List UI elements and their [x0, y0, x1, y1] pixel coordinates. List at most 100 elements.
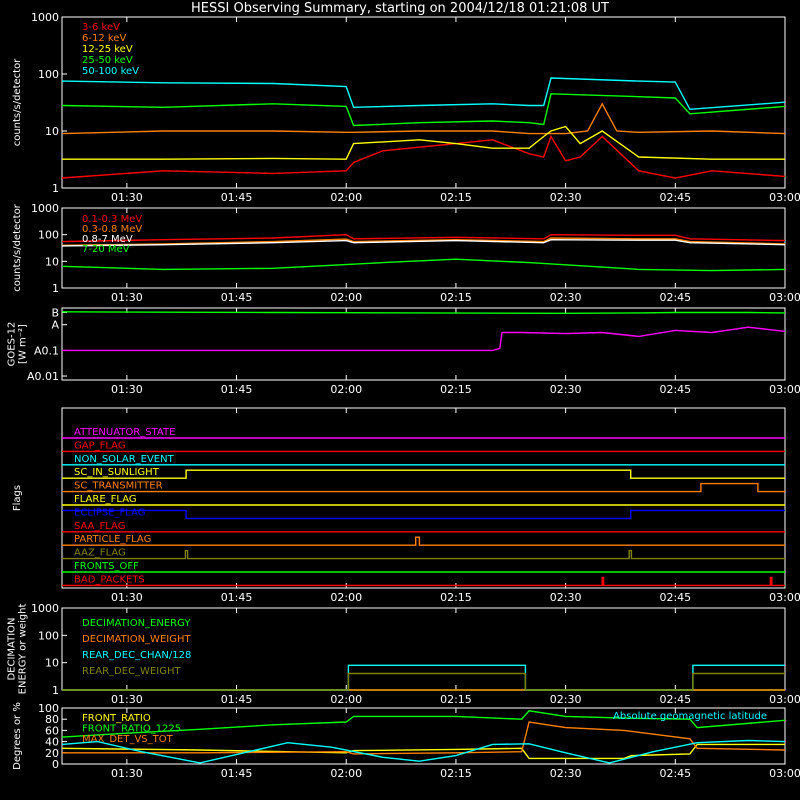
legend-label: FRONT_RATIO_1225 — [82, 724, 181, 735]
y-tick-label: 1000 — [31, 11, 59, 24]
panel-flags: 01:30 01:45 02:00 02:15 02:30 02:45 03:00 Flags… — [12, 407, 800, 604]
panel-frame — [61, 407, 786, 589]
panels: 01:30 01:45 02:00 02:15 02:30 02:45 03:0011010… — [7, 11, 800, 780]
series-line-0-3-0-8-mev — [61, 237, 786, 246]
legend-label: 25-50 keV — [82, 55, 133, 66]
series-line-absolute-geomagnetic-latitude — [61, 739, 786, 764]
series-line-goes-short — [62, 326, 786, 352]
series-line-eclipse-flag — [62, 509, 785, 520]
x-tick-label: 01:45 — [221, 693, 253, 706]
x-tick-label: 02:15 — [440, 591, 472, 604]
y-axis-label: Flags — [12, 485, 23, 511]
flag-label: SC_TRANSMITTER — [74, 481, 163, 492]
x-tick-label: 02:45 — [659, 383, 691, 396]
y-tick-label: 20 — [45, 747, 59, 760]
x-tick-label: 02:00 — [330, 591, 362, 604]
series-line-sc-transmitter — [62, 482, 785, 493]
legend-label: 6-12 keV — [82, 33, 126, 44]
x-tick-label: 02:00 — [330, 191, 362, 204]
x-tick-label: 02:00 — [330, 767, 362, 780]
x-tick-label: 02:15 — [440, 383, 472, 396]
x-tick-label: 02:00 — [330, 291, 362, 304]
y-tick-label: A0.01 — [27, 370, 59, 383]
panel-frame — [61, 207, 786, 289]
y-axis-label: GOES-12 — [7, 322, 18, 367]
x-tick-label: 02:15 — [440, 693, 472, 706]
x-tick-label: 03:00 — [769, 591, 800, 604]
flag-label: ATTENUATOR_STATE — [74, 427, 175, 438]
x-tick-label: 02:15 — [440, 191, 472, 204]
series-line-front-ratio-1225 — [61, 710, 786, 738]
flag-label: SC_IN_SUNLIGHT — [74, 467, 160, 478]
y-tick-label: 10 — [45, 255, 59, 268]
legend-label: 0.8-7 MeV — [82, 234, 133, 245]
flag-label: GAP_FLAG — [74, 440, 126, 451]
x-tick-label: 03:00 — [769, 767, 800, 780]
y-tick-label: 10 — [45, 657, 59, 670]
panel-ratio: 01:30 01:45 02:00 02:15 02:30 02:45 03:00 02040… — [12, 702, 800, 780]
x-tick-label: 02:30 — [550, 767, 582, 780]
x-tick-label: 02:45 — [659, 591, 691, 604]
legend-label: 12-25 keV — [82, 44, 133, 55]
series-line-aaz-flag — [62, 549, 785, 560]
legend-label: REAR_DEC_WEIGHT — [82, 666, 181, 677]
y-axis-label: DECIMATION — [7, 617, 18, 680]
x-tick-label: 02:30 — [550, 591, 582, 604]
x-tick-label: 01:30 — [111, 767, 143, 780]
legend-label: 50-100 keV — [82, 66, 139, 77]
y-tick-label: 1 — [52, 684, 59, 697]
x-tick-label: 02:30 — [550, 291, 582, 304]
panel-goes: 01:30 01:45 02:00 02:15 02:30 02:45 03:00 A0.01… — [7, 307, 800, 396]
flag-label: ECLIPSE_FLAG — [74, 507, 145, 518]
panel-frame — [61, 307, 786, 381]
y-tick-label: 1 — [52, 182, 59, 195]
x-tick-label: 01:45 — [221, 383, 253, 396]
x-tick-label: 01:45 — [221, 591, 253, 604]
y-tick-label: 10 — [45, 125, 59, 138]
legend-label: 7-20 MeV — [82, 244, 130, 255]
series-line-12-25-kev — [62, 125, 785, 160]
flag-label: BAD_PACKETS — [74, 574, 145, 585]
x-tick-label: 02:45 — [659, 693, 691, 706]
figure-title: HESSI Observing Summary, starting on 200… — [191, 1, 609, 16]
x-tick-label: 02:30 — [550, 693, 582, 706]
flag-label: AAZ_FLAG — [74, 548, 126, 559]
legend-label: DECIMATION_ENERGY — [82, 618, 191, 629]
x-tick-label: 01:45 — [221, 291, 253, 304]
x-tick-label: 01:30 — [111, 693, 143, 706]
y-axis-label: ENERGY or weight — [18, 604, 29, 695]
series-line-particle-flag — [62, 536, 785, 546]
legend-label: 0.1-0.3 MeV — [82, 214, 142, 225]
flag-label: PARTICLE_FLAG — [74, 534, 151, 545]
y-tick-label: 100 — [38, 629, 59, 642]
y-tick-label: 1000 — [31, 602, 59, 615]
panel-frame — [61, 16, 786, 189]
y-tick-label: A0.1 — [34, 344, 59, 357]
x-tick-label: 02:30 — [550, 383, 582, 396]
x-tick-label: 02:45 — [659, 291, 691, 304]
x-tick-label: 02:45 — [659, 767, 691, 780]
y-tick-label: 60 — [45, 724, 59, 737]
flag-label: NON_SOLAR_EVENT — [74, 454, 175, 465]
y-axis-label: [W m⁻²] — [18, 324, 29, 364]
x-tick-label: 02:15 — [440, 291, 472, 304]
x-tick-label: 01:30 — [111, 383, 143, 396]
x-tick-label: 03:00 — [769, 191, 800, 204]
legend-label: DECIMATION_WEIGHT — [82, 634, 191, 645]
panel-lo-energy: 01:30 01:45 02:00 02:15 02:30 02:45 03:00 1 10 10… — [12, 11, 800, 204]
y-tick-label: B — [51, 307, 59, 320]
y-tick-label: 100 — [38, 68, 59, 81]
series-line-rear-dec-weight — [62, 672, 785, 691]
legend-label: REAR_DEC_CHAN/128 — [82, 650, 191, 661]
series-line-max-det-vs-tot — [62, 721, 786, 755]
series-line-50-100-kev — [61, 77, 786, 111]
x-tick-label: 01:45 — [221, 191, 253, 204]
annotation-label: Absolute geomagnetic latitude — [613, 711, 767, 722]
y-axis-label: counts/s/detector — [12, 58, 23, 146]
legend-label: MAX_DET_VS_TOT — [82, 734, 174, 745]
panel-decimation: 01:30 01:45 02:00 02:15 02:30 02:45 03:00 1 10 10… — [7, 602, 800, 706]
x-tick-label: 02:15 — [440, 767, 472, 780]
y-tick-label: A — [51, 319, 59, 332]
x-tick-label: 01:30 — [111, 591, 143, 604]
